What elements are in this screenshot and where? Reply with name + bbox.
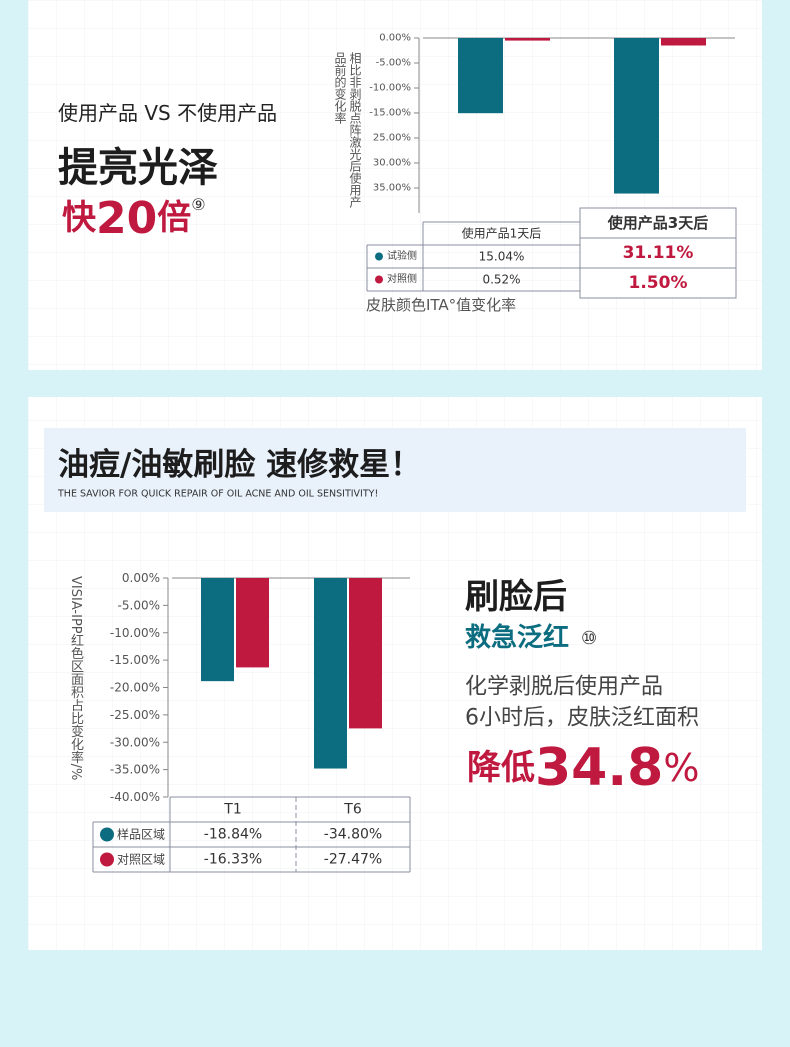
y-axis-label-box: VISIA-IPP红色区面积占比变化率/% [68,576,83,781]
legend-swatch [375,252,383,261]
y-tick-label: 35.00% [373,183,411,194]
bar [236,578,269,668]
result-title: 刷脸后 [465,577,567,617]
y-axis-label: 相比非剥脱点阵激光后使用产品前的变化率 [333,52,362,208]
bar [614,38,659,194]
y-tick-label: 0.00% [379,33,411,44]
result-prefix: 降低 [467,748,535,788]
table-value: -34.80% [324,827,382,843]
legend-label: 样品区域 [117,827,165,842]
highlight-suffix: 倍 [157,198,191,238]
result-number: 34.8 [535,738,663,798]
y-tick-label: -15.00% [369,108,411,119]
table-value: 1.50% [629,273,688,293]
highlight-note: ⑨ [191,195,205,214]
table-header: T6 [343,802,362,818]
y-axis-label: VISIA-IPP红色区面积占比变化率/% [68,576,83,781]
table-value: -27.47% [324,852,382,868]
chart-caption: 皮肤颜色ITA°值变化率 [366,296,516,314]
y-tick-label: -10.00% [369,83,411,94]
banner-title: 油痘/油敏刷脸 速修救星！ [58,447,421,483]
bar [201,578,234,682]
table-header: 使用产品3天后 [607,214,708,232]
table-header: 使用产品1天后 [462,226,542,241]
table-value: -18.84% [204,827,262,843]
legend-swatch [100,827,114,842]
y-tick-label: -15.00% [110,653,160,667]
legend-swatch [375,275,383,284]
result-note: ⑩ [581,628,597,649]
y-tick-label: -5.00% [376,58,411,69]
legend-label: 对照区域 [117,853,165,867]
highlight: 快20倍⑨ [62,193,206,244]
y-tick-label: 0.00% [122,571,160,585]
legend-swatch [100,852,114,867]
banner [44,428,746,512]
result-desc: 化学剥脱后使用产品 [465,675,663,700]
bar [349,578,382,729]
comparison: 使用产品 VS 不使用产品 [58,101,277,125]
result-subtitle: 救急泛红 [465,622,569,653]
y-tick-label: -35.00% [110,763,160,777]
table-value: 0.52% [482,273,520,287]
y-tick-label: -30.00% [110,735,160,749]
banner-subtitle: THE SAVIOR FOR QUICK REPAIR OF OIL ACNE … [57,489,378,500]
result-suffix: % [663,746,699,790]
legend-label: 对照侧 [387,272,417,285]
legend-label: 试验侧 [387,249,417,262]
y-tick-label: -5.00% [118,598,160,612]
result-highlight: 降低34.8% [467,738,699,798]
y-tick-label: -25.00% [110,708,160,722]
highlight-prefix: 快 [62,198,97,238]
table-header: T1 [223,802,241,818]
result-desc: 6小时后，皮肤泛红面积 [465,706,699,731]
result-subtitle-line: 救急泛红 ⑩ [465,622,597,653]
table-value: -16.33% [204,852,262,868]
table-highlight-box [579,207,737,299]
table-value: 31.11% [623,243,694,263]
headline: 提亮光泽 [58,145,218,191]
bar [505,38,550,41]
y-axis-label-box: 相比非剥脱点阵激光后使用产品前的变化率 [333,52,362,208]
y-tick-label: -40.00% [110,790,160,804]
bar [661,38,706,46]
bar [458,38,503,114]
y-tick-label: -20.00% [110,681,160,695]
bar [314,578,347,769]
y-tick-label: -10.00% [110,626,160,640]
table-value: 15.04% [479,250,525,264]
y-tick-label: 25.00% [373,133,411,144]
highlight-number: 20 [96,193,157,244]
y-tick-label: 30.00% [373,158,411,169]
